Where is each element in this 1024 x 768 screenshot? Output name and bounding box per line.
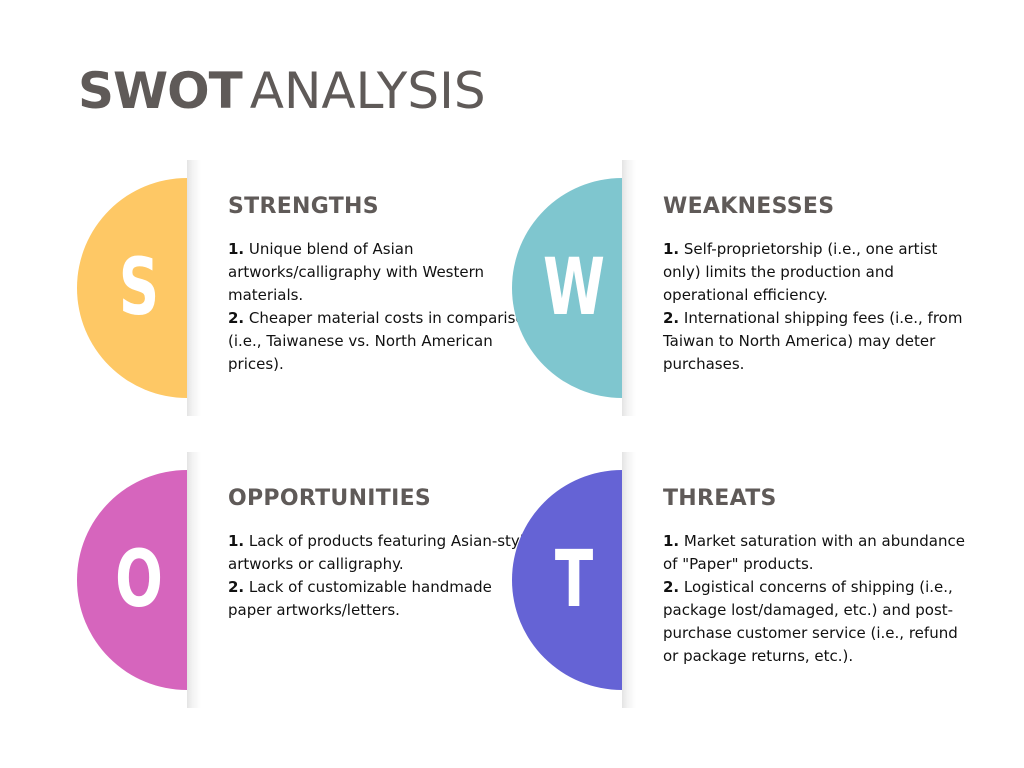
threats-divider [622, 452, 636, 708]
strengths-divider [187, 160, 201, 416]
quadrant-threats: T THREATS 1. Market saturation with an a… [512, 452, 972, 712]
threats-point-2: 2. Logistical concerns of shipping (i.e.… [663, 576, 973, 668]
point-number: 2. [228, 309, 245, 327]
point-text: Cheaper material costs in comparison (i.… [228, 309, 535, 373]
opportunities-point-2: 2. Lack of customizable handmade paper a… [228, 576, 538, 622]
quadrant-strengths: S STRENGTHS 1. Unique blend of Asian art… [77, 160, 537, 420]
quadrant-opportunities: O OPPORTUNITIES 1. Lack of products feat… [77, 452, 537, 712]
threats-letter: T [554, 535, 594, 625]
strengths-body: 1. Unique blend of Asian artworks/callig… [228, 238, 538, 376]
title-swot: SWOT [78, 62, 243, 120]
point-number: 2. [228, 578, 245, 596]
point-number: 1. [663, 532, 680, 550]
point-text: Logistical concerns of shipping (i.e., p… [663, 578, 958, 665]
strengths-point-1: 1. Unique blend of Asian artworks/callig… [228, 238, 538, 307]
weaknesses-point-2: 2. International shipping fees (i.e., fr… [663, 307, 973, 376]
opportunities-heading: OPPORTUNITIES [228, 486, 432, 511]
page-title: SWOT ANALYSIS [78, 60, 486, 122]
opportunities-body: 1. Lack of products featuring Asian-styl… [228, 530, 538, 622]
opportunities-divider [187, 452, 201, 708]
title-analysis: ANALYSIS [249, 62, 486, 120]
opportunities-letter: O [115, 535, 163, 625]
threats-heading: THREATS [663, 486, 777, 511]
point-text: Lack of customizable handmade paper artw… [228, 578, 492, 619]
point-number: 2. [663, 309, 680, 327]
quadrant-weaknesses: W WEAKNESSES 1. Self-proprietorship (i.e… [512, 160, 972, 420]
point-number: 1. [228, 532, 245, 550]
threats-body: 1. Market saturation with an abundance o… [663, 530, 973, 668]
weaknesses-letter: W [543, 243, 605, 333]
point-text: Lack of products featuring Asian-style a… [228, 532, 534, 573]
point-text: Unique blend of Asian artworks/calligrap… [228, 240, 485, 304]
threats-point-1: 1. Market saturation with an abundance o… [663, 530, 973, 576]
point-text: International shipping fees (i.e., from … [663, 309, 963, 373]
weaknesses-divider [622, 160, 636, 416]
point-text: Market saturation with an abundance of "… [663, 532, 965, 573]
weaknesses-body: 1. Self-proprietorship (i.e., one artist… [663, 238, 973, 376]
strengths-heading: STRENGTHS [228, 194, 379, 219]
point-number: 2. [663, 578, 680, 596]
weaknesses-heading: WEAKNESSES [663, 194, 835, 219]
strengths-point-2: 2. Cheaper material costs in comparison … [228, 307, 538, 376]
weaknesses-point-1: 1. Self-proprietorship (i.e., one artist… [663, 238, 973, 307]
opportunities-point-1: 1. Lack of products featuring Asian-styl… [228, 530, 538, 576]
point-number: 1. [228, 240, 245, 258]
point-text: Self-proprietorship (i.e., one artist on… [663, 240, 938, 304]
strengths-letter: S [118, 243, 160, 333]
point-number: 1. [663, 240, 680, 258]
